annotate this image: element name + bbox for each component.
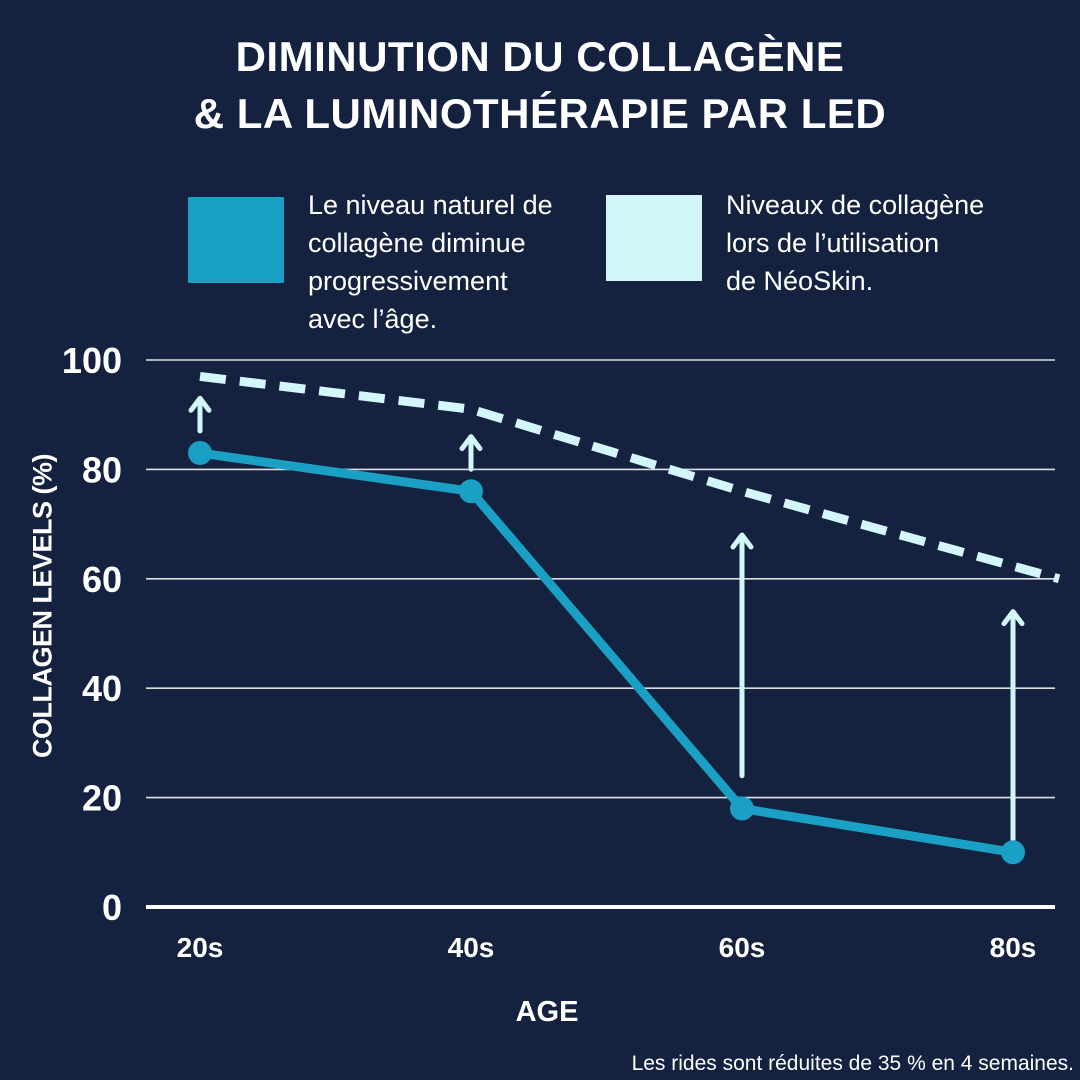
y-tick-label: 0 [102, 887, 122, 928]
data-point-natural [1001, 840, 1025, 865]
legend-line: progressivement [308, 266, 508, 296]
y-tick-label: 20 [82, 778, 122, 819]
legend-line: Niveaux de collagène [726, 190, 985, 220]
legend-line: Le niveau naturel de [308, 190, 553, 220]
x-tick-label: 80s [990, 932, 1037, 963]
series-line-neoskin [199, 371, 1061, 584]
up-arrow-icon [459, 434, 483, 452]
legend-swatch-neoskin [606, 195, 702, 281]
page-title: DIMINUTION DU COLLAGÈNE & LA LUMINOTHÉRA… [0, 28, 1080, 142]
legend-line: collagène diminue [308, 228, 526, 258]
legend-line: avec l’âge. [308, 304, 438, 334]
legend-swatch-natural [188, 197, 284, 283]
x-tick-label: 40s [448, 932, 495, 963]
y-tick-label: 100 [62, 340, 122, 381]
y-tick-label: 60 [82, 559, 122, 600]
x-tick-label: 60s [719, 932, 766, 963]
series-lines [188, 371, 1061, 865]
legend-text-natural: Le niveau naturel de collagène diminue p… [308, 186, 553, 338]
data-point-natural [730, 796, 754, 821]
footnote: Les rides sont réduites de 35 % en 4 sem… [631, 1052, 1074, 1075]
grid-lines [146, 359, 1055, 909]
title-line-2: & LA LUMINOTHÉRAPIE PAR LED [193, 90, 887, 137]
up-arrow-icon [188, 395, 212, 413]
data-point-natural [459, 479, 483, 504]
up-arrow-icon [1001, 609, 1025, 627]
x-tick-labels: 20s 40s 60s 80s [177, 932, 1037, 963]
y-tick-labels: 0 20 40 60 80 100 [62, 340, 122, 928]
x-tick-label: 20s [177, 932, 224, 963]
legend-line: de NéoSkin. [726, 266, 874, 296]
y-tick-label: 80 [82, 449, 122, 490]
legend-text-neoskin: Niveaux de collagène lors de l’utilisati… [726, 186, 984, 300]
title-line-1: DIMINUTION DU COLLAGÈNE [235, 33, 845, 80]
y-tick-label: 40 [82, 668, 122, 709]
y-axis-label: COLLAGEN LEVELS (%) [27, 453, 58, 759]
x-axis-label: AGE [515, 996, 579, 1028]
data-point-natural [188, 440, 212, 465]
increase-arrows [188, 395, 1025, 843]
series-line-natural [199, 448, 1014, 857]
up-arrow-icon [730, 532, 754, 550]
legend-line: lors de l’utilisation [726, 228, 940, 258]
